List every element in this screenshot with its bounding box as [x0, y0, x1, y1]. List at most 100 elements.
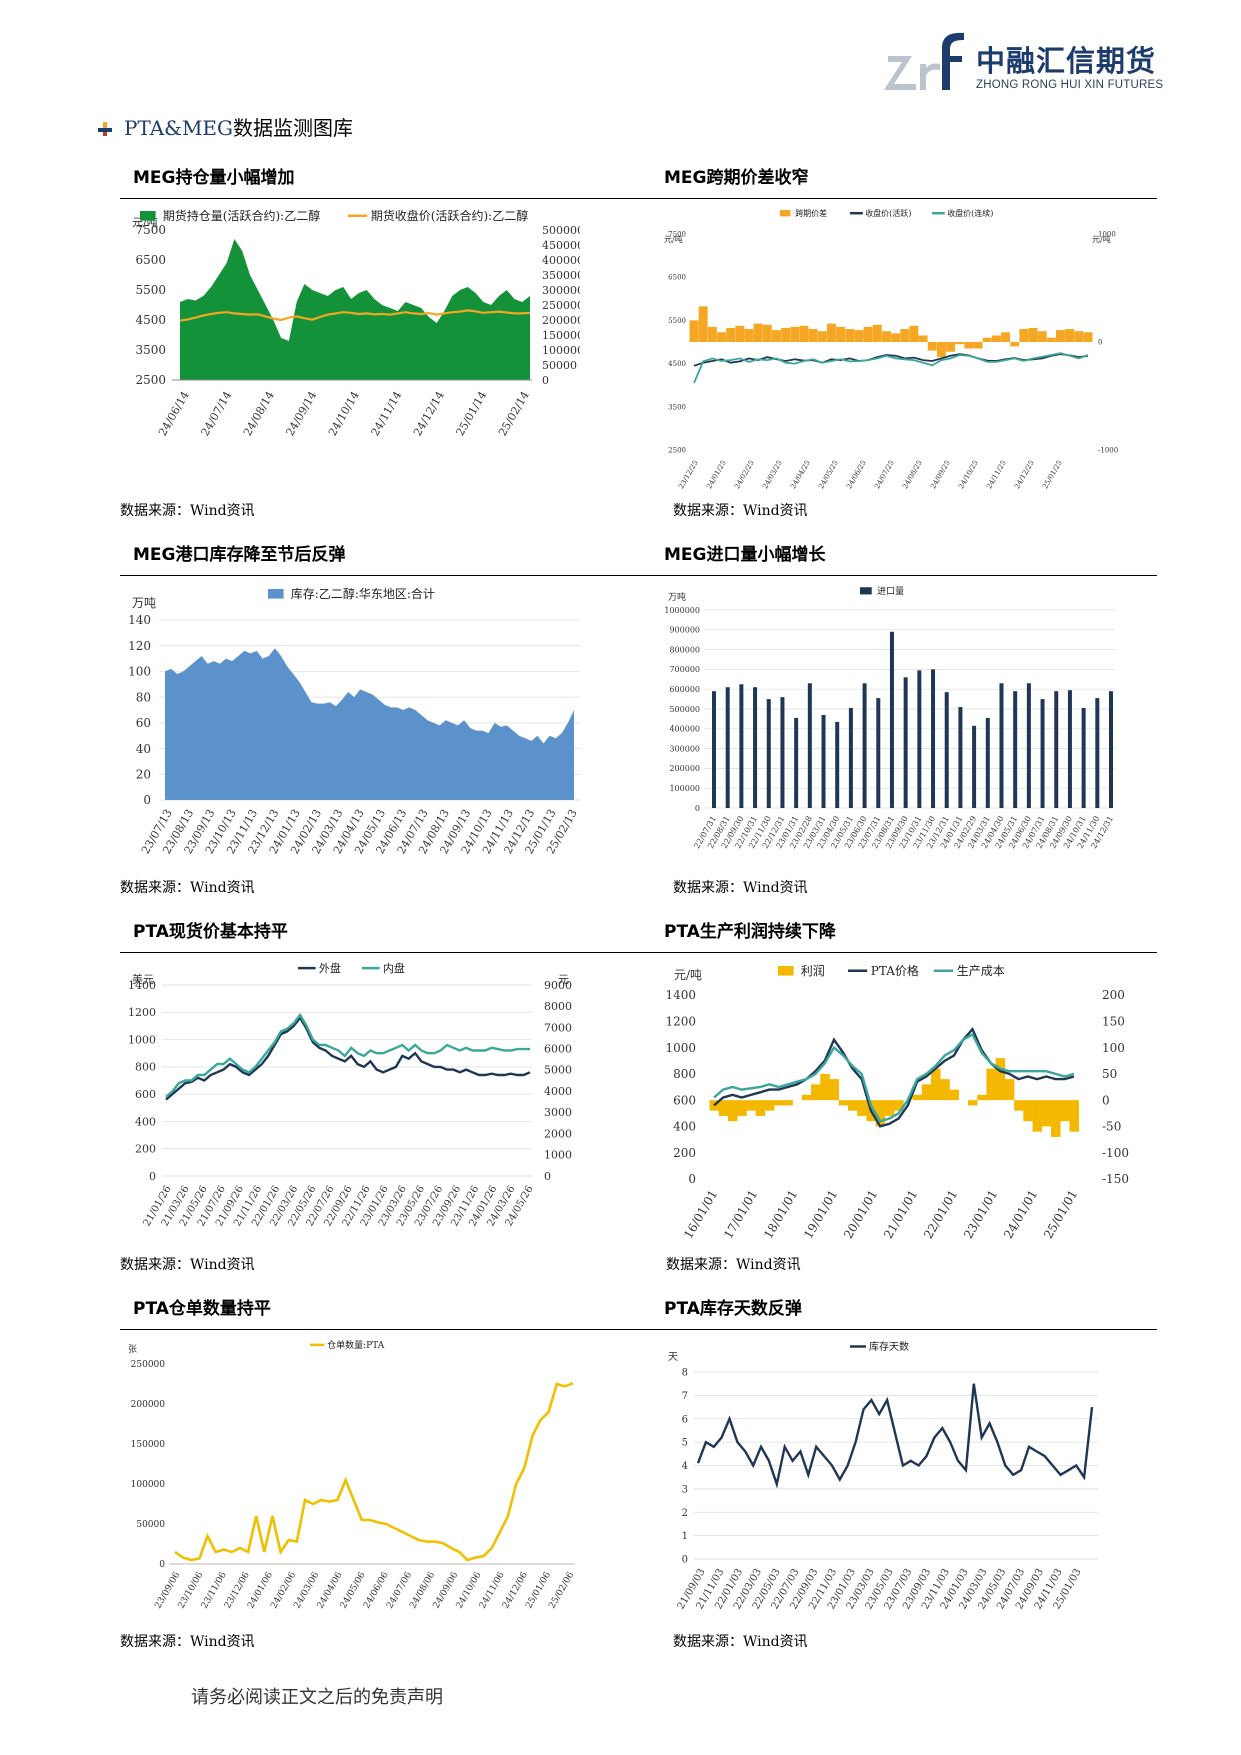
- legend-label: 利润: [801, 964, 825, 978]
- chart-title-c7: PTA仓单数量持平: [133, 1299, 271, 1319]
- y2-tick-label: 2000: [544, 1127, 572, 1140]
- x-tick-label: 23/01/01: [961, 1188, 1000, 1242]
- import-bar: [739, 684, 744, 808]
- y-tick-label: 140: [128, 613, 151, 627]
- import-bar: [958, 707, 963, 808]
- spread-bar: [726, 327, 736, 342]
- spread-bar: [707, 326, 717, 342]
- y-tick-label: 5: [682, 1438, 688, 1449]
- import-bar: [848, 708, 853, 808]
- x-tick-label: 24/07/25: [873, 459, 896, 490]
- y-tick-label: 600: [673, 1093, 696, 1107]
- y-tick-label: 4500: [668, 360, 686, 368]
- x-tick-label: 24/11/25: [985, 459, 1008, 490]
- import-bar: [766, 699, 771, 808]
- spread-bar: [891, 333, 901, 342]
- legend-label: 收盘价(连续): [947, 208, 993, 218]
- y-tick-label: 7: [682, 1391, 688, 1402]
- series-open-interest-area: [180, 239, 530, 380]
- import-bar: [1067, 690, 1072, 808]
- spread-bar: [1019, 329, 1029, 342]
- x-tick-label: 22/01/01: [921, 1188, 960, 1242]
- y-tick-label: 0: [688, 1172, 696, 1186]
- y-tick-label: 600: [135, 1088, 156, 1101]
- y2-tick-label: 150000: [542, 329, 580, 342]
- import-bar: [903, 677, 908, 808]
- legend-label: 库存:乙二醇:华东地区:合计: [291, 586, 435, 601]
- legend-swatch: [780, 210, 791, 217]
- source-c5: 数据来源：Wind资讯: [120, 1257, 255, 1273]
- profit-bar: [755, 1100, 766, 1116]
- x-tick-label: 24/12/25: [1013, 459, 1036, 490]
- chart-title-c4: MEG进口量小幅增长: [664, 545, 826, 565]
- legend-label: 跨期价差: [795, 208, 827, 218]
- profit-bar: [921, 1084, 932, 1101]
- profit-bar: [1032, 1100, 1043, 1132]
- y-tick-label: 1000: [665, 1041, 696, 1055]
- y-tick-label: 6500: [668, 274, 686, 282]
- chart-meg-spread: 跨期价差 收盘价(活跃) 收盘价(连续) 元/吨 元/吨 2500 3500 4500 5500…: [664, 208, 1118, 490]
- y-tick-label: 8: [682, 1368, 688, 1379]
- y-tick-label: 1200: [665, 1014, 696, 1028]
- y2-axis-unit: 元: [558, 973, 569, 986]
- profit-bar: [847, 1100, 858, 1111]
- import-bar: [821, 714, 826, 808]
- y-tick-label: 2500: [135, 373, 166, 387]
- y-tick-label: 0: [149, 1170, 156, 1183]
- y2-tick-label: 3000: [544, 1106, 572, 1119]
- spread-bar: [927, 342, 937, 351]
- source-c2: 数据来源：Wind资讯: [673, 503, 808, 519]
- spread-bar: [817, 331, 827, 342]
- y2-tick-label: 7000: [544, 1021, 572, 1034]
- chart-pta-warehouse-receipts: 仓单数量:PTA张0500001000001500002000002500002…: [128, 1339, 576, 1611]
- y-tick-label: 150000: [131, 1440, 166, 1450]
- import-bar: [1013, 691, 1018, 808]
- legend-label: 仓单数量:PTA: [327, 1339, 385, 1351]
- x-tick-label: 25/01/25: [1041, 459, 1064, 490]
- spread-bar: [735, 325, 745, 342]
- spread-bar: [836, 326, 846, 342]
- source-c1: 数据来源：Wind资讯: [120, 503, 255, 519]
- spread-bar: [826, 323, 836, 342]
- profit-bar: [774, 1100, 784, 1106]
- y-tick-label: 300000: [669, 744, 700, 753]
- spread-bar: [799, 325, 809, 342]
- y2-tick-label: 5000: [544, 1064, 572, 1077]
- y-tick-label: 50000: [136, 1520, 165, 1530]
- x-tick-label: 24/06/25: [845, 459, 868, 490]
- y-axis-unit: 元/吨: [664, 234, 683, 244]
- y-tick-label: 1200: [128, 1006, 156, 1019]
- spread-bar: [936, 342, 946, 358]
- chart-meg-port-inventory: 库存:乙二醇:华东地区:合计万吨02040608010012014023/07/…: [128, 586, 580, 856]
- y-tick-label: 3: [682, 1484, 688, 1495]
- y-tick-label: 20: [136, 767, 151, 781]
- bullet-icon: [98, 122, 112, 136]
- x-tick-label: 24/02/25: [733, 459, 756, 490]
- legend-label: 进口量: [877, 586, 904, 597]
- y-tick-label: 7500: [668, 230, 686, 238]
- profit-bar: [875, 1100, 886, 1127]
- x-tick-label: 24/03/25: [761, 459, 784, 490]
- spread-bar: [1001, 332, 1011, 342]
- y-tick-label: 1400: [665, 988, 696, 1002]
- spread-bar: [781, 327, 791, 342]
- y-axis-unit: 元/吨: [674, 968, 702, 982]
- y2-tick-label: -50: [1102, 1120, 1121, 1134]
- x-tick-label: 24/08/14: [241, 389, 277, 438]
- source-c3: 数据来源：Wind资讯: [120, 880, 255, 896]
- profit-bar: [1004, 1079, 1015, 1101]
- spread-bar: [900, 329, 910, 342]
- y-axis-unit: 万吨: [668, 591, 686, 603]
- chart-title-c8: PTA库存天数反弹: [664, 1299, 802, 1319]
- series-close-price-line: [179, 309, 531, 322]
- y-tick-label: 2: [682, 1508, 688, 1519]
- divider-row2: [120, 575, 1157, 576]
- divider-row4: [120, 1329, 1157, 1330]
- y-tick-label: 1400: [128, 979, 156, 992]
- y2-tick-label: 100: [1102, 1041, 1125, 1055]
- spread-bar: [863, 326, 873, 342]
- y-tick-label: 400000: [669, 725, 700, 734]
- import-bar: [917, 670, 922, 808]
- legend-label: 期货持仓量(活跃合约):乙二醇: [163, 208, 320, 223]
